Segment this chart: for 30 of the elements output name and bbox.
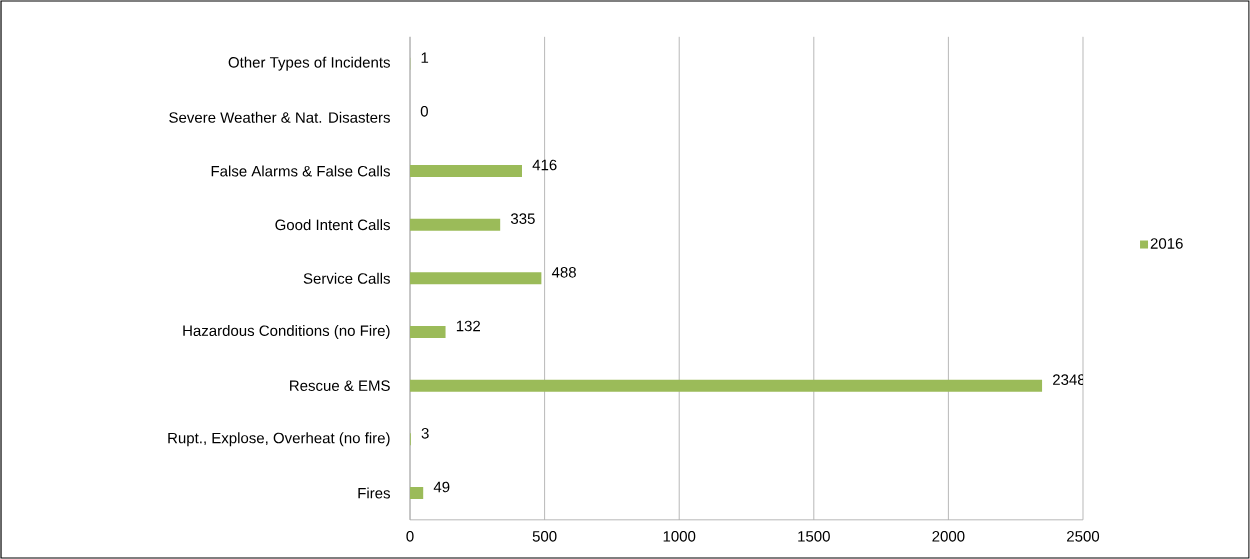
y-tick-label: Other Types of Incidents (228, 56, 390, 71)
y-tick-label: Rescue & EMS (290, 380, 390, 391)
data-label: 416 (532, 159, 557, 171)
data-label: 335 (510, 213, 535, 224)
data-label: 132 (456, 320, 481, 332)
y-tick-label: Severe Weather & Nat. Disasters (169, 111, 390, 123)
data-label: 488 (551, 267, 576, 278)
y-tick-label: Rupt., Explose, Overheat (no fire) (168, 432, 390, 447)
x-tick-label: 500 (532, 531, 557, 542)
y-tick-label: Hazardous Conditions (no Fire) (183, 325, 390, 339)
legend-label: 2016 (1150, 238, 1183, 249)
bar (410, 325, 446, 338)
y-tick-label: Fires (358, 487, 390, 499)
x-tick-label: 1000 (663, 531, 696, 542)
x-tick-label: 2500 (1067, 531, 1100, 542)
bar (410, 218, 501, 231)
x-tick-label: 2000 (932, 531, 965, 542)
bar (410, 379, 1043, 392)
y-tick-label: False Alarms & False Calls (211, 165, 390, 177)
bar (410, 486, 424, 499)
data-label: 0 (420, 106, 428, 117)
x-tick-label: 0 (406, 531, 414, 542)
y-tick-label: Service Calls (303, 272, 390, 284)
bar (410, 272, 542, 285)
y-tick-label: Good Intent Calls (275, 219, 390, 231)
data-label: 49 (433, 481, 450, 493)
bar (410, 165, 522, 177)
data-label: 3 (421, 428, 429, 439)
data-label: 1 (421, 52, 429, 63)
x-tick-label: 1500 (798, 531, 830, 542)
